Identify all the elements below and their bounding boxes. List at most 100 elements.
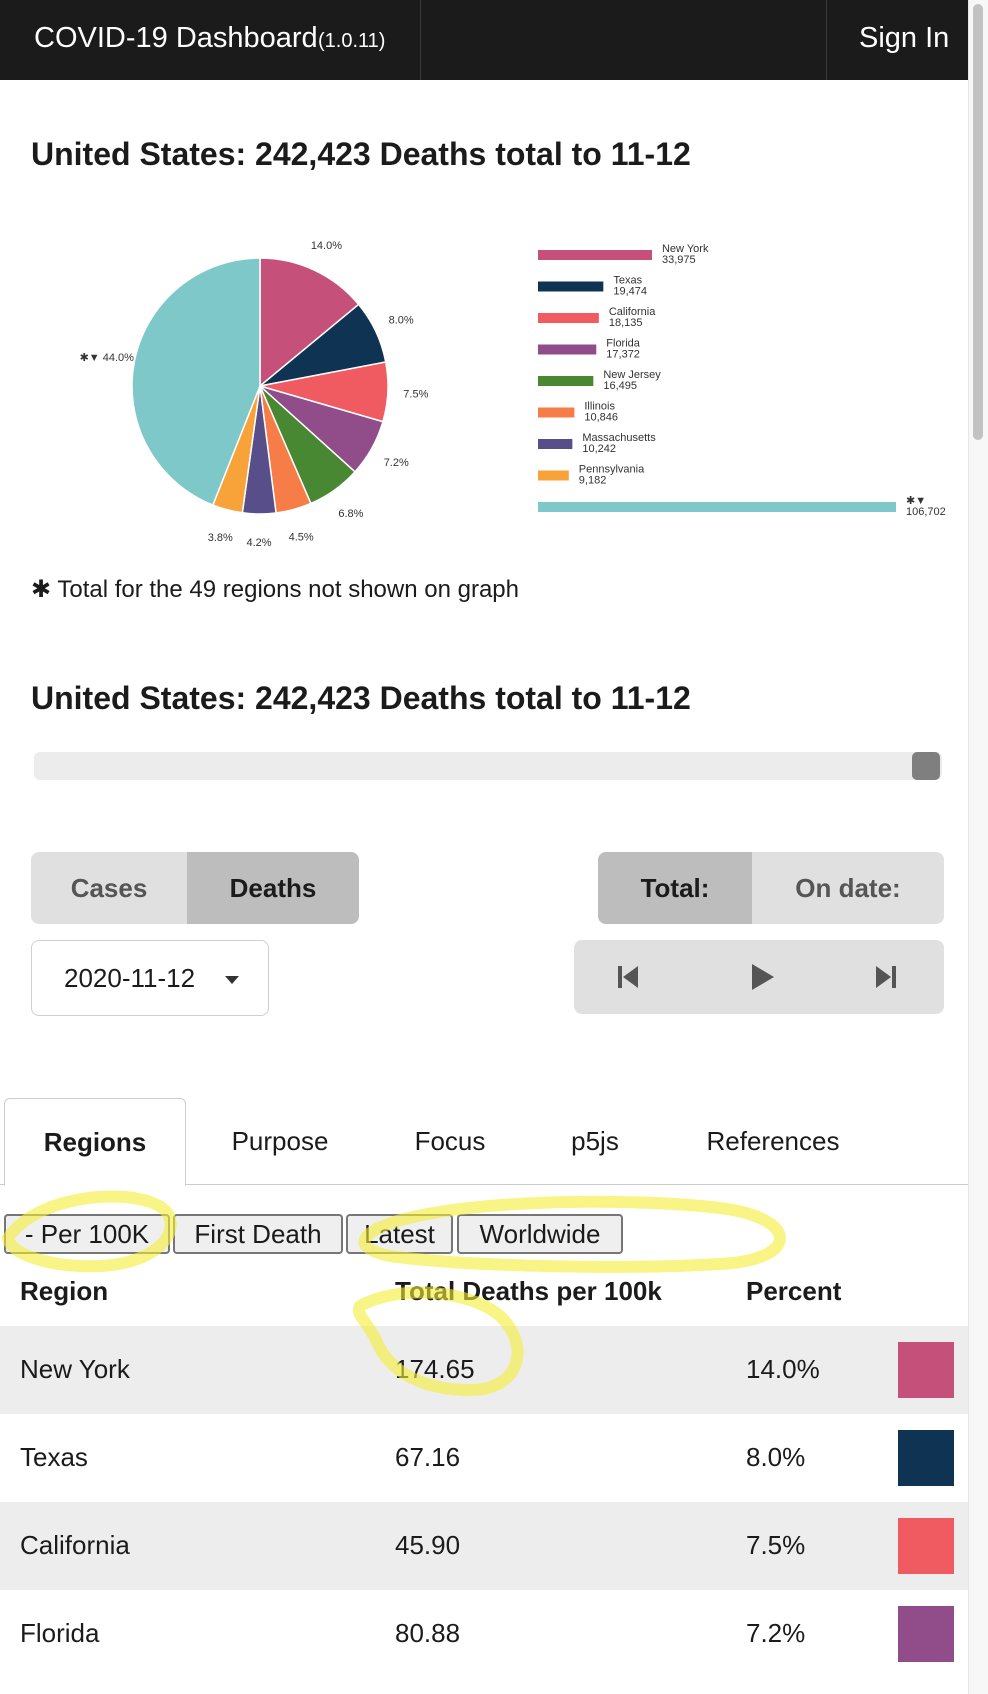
bar-value-label: 19,474 (613, 286, 647, 298)
skip-back-icon (618, 966, 638, 988)
bar-value-label: 16,495 (603, 380, 637, 392)
bar (538, 470, 569, 481)
bar-value-label: 9,182 (579, 475, 607, 487)
pie-slice (259, 257, 360, 388)
date-slider[interactable] (34, 752, 942, 780)
table-row[interactable]: Florida 80.88 7.2% (0, 1590, 968, 1678)
total-toggle[interactable]: Total: (598, 852, 752, 924)
date-select[interactable]: 2020-11-12 (31, 940, 269, 1016)
skip-forward-icon (876, 966, 896, 988)
bar (538, 281, 604, 292)
pie-slice-label: 8.0% (389, 315, 414, 327)
tab-purpose[interactable]: Purpose (231, 1125, 329, 1156)
deaths-per-100k-cell: 80.88 (395, 1618, 461, 1648)
column-header-percent[interactable]: Percent (746, 1276, 842, 1306)
metric-toggle: Cases Deaths (31, 852, 359, 924)
scrollbar-thumb[interactable] (973, 4, 983, 440)
timeline-heading: United States: 242,423 Deaths total to 1… (31, 680, 691, 716)
color-swatch (898, 1342, 954, 1398)
play-icon (752, 964, 774, 990)
page-scrollbar[interactable] (968, 0, 988, 1694)
play-button[interactable] (697, 940, 820, 1014)
pie-slice-label: 4.2% (246, 537, 271, 549)
region-cell: New York (20, 1354, 130, 1384)
skip-forward-button[interactable] (820, 940, 943, 1014)
app-brand[interactable]: COVID-19 Dashboard (1.0.11) (0, 0, 421, 80)
app-title: COVID-19 Dashboard (34, 22, 318, 54)
pie-chart: 14.0% 8.0% 7.5% 7.2% 6.8% 4.5% 4.2% 3.8% ✱▼ 44.0… (40, 220, 500, 550)
chevron-down-icon (225, 976, 239, 984)
pie-slice (131, 257, 261, 506)
skip-back-button[interactable] (574, 940, 697, 1014)
pie-slice-label: 4.5% (289, 531, 314, 543)
tab-regions[interactable]: Regions (4, 1098, 186, 1186)
on-date-toggle[interactable]: On date: (795, 872, 901, 903)
sign-in-label: Sign In (859, 22, 950, 54)
pie-chart-svg: 14.0% 8.0% 7.5% 7.2% 6.8% 4.5% 4.2% 3.8% ✱▼ 44.0… (80, 240, 429, 549)
playback-controls (574, 940, 944, 1014)
pie-slice-label: 3.8% (208, 532, 233, 544)
bar-value-label: 33,975 (662, 254, 696, 266)
deaths-per-100k-cell: 67.16 (395, 1442, 461, 1472)
bar-category-label: ✱▼ (906, 495, 926, 507)
pie-slice-label: 7.5% (403, 388, 428, 400)
bar (538, 439, 573, 449)
color-swatch (898, 1430, 954, 1486)
bar (538, 407, 575, 418)
latest-button[interactable]: Latest (346, 1214, 453, 1254)
pie-slice-label: ✱▼ 44.0% (80, 352, 135, 364)
pie-slice-label: 7.2% (384, 457, 409, 469)
scope-toggle: Total: On date: (598, 852, 944, 924)
bar (538, 376, 594, 386)
table-row[interactable]: California 45.90 7.5% (0, 1502, 968, 1590)
bar (538, 250, 652, 260)
deaths-per-100k-cell: 174.65 (395, 1354, 475, 1384)
pie-slice-label: 14.0% (311, 240, 342, 252)
date-select-value: 2020-11-12 (64, 963, 196, 993)
percent-cell: 8.0% (746, 1442, 806, 1472)
chart-footnote: ✱ Total for the 49 regions not shown on … (31, 576, 519, 603)
bar-category-label: California (609, 306, 656, 318)
bar-value-label: 10,846 (584, 412, 618, 424)
cases-toggle[interactable]: Cases (70, 872, 148, 903)
deaths-toggle[interactable]: Deaths (187, 852, 359, 924)
region-cell: Florida (20, 1618, 100, 1648)
percent-cell: 7.2% (746, 1618, 806, 1648)
bar-value-label: 17,372 (606, 349, 640, 361)
date-slider-handle[interactable] (912, 752, 940, 780)
bar-value-label: 106,702 (906, 506, 946, 518)
table-row[interactable]: New York 174.65 14.0% (0, 1326, 968, 1414)
per-100k-button[interactable]: - Per 100K (4, 1214, 170, 1254)
bar-category-label: Pennsylvania (579, 464, 645, 476)
pie-slice-label: 6.8% (338, 508, 363, 520)
bar (538, 344, 597, 355)
percent-cell: 14.0% (746, 1354, 820, 1384)
bar-category-label: Massachusetts (582, 432, 656, 444)
column-header-deaths-per-100k[interactable]: Total Deaths per 100k (395, 1276, 662, 1306)
bar-category-label: Texas (613, 275, 642, 287)
pie-chart-heading: United States: 242,423 Deaths total to 1… (31, 136, 691, 172)
bar-category-label: New Jersey (603, 369, 661, 381)
table-row[interactable]: Texas 67.16 8.0% (0, 1414, 968, 1502)
deaths-per-100k-cell: 45.90 (395, 1530, 461, 1560)
color-swatch (898, 1606, 954, 1662)
tab-p5js[interactable]: p5js (571, 1125, 619, 1156)
tab-references[interactable]: References (706, 1125, 840, 1156)
bar-category-label: Illinois (584, 401, 615, 413)
sign-in-button[interactable]: Sign In (826, 0, 969, 80)
worldwide-button[interactable]: Worldwide (457, 1214, 623, 1254)
region-cell: Texas (20, 1442, 88, 1472)
tab-focus[interactable]: Focus (414, 1125, 486, 1156)
bar-category-label: New York (662, 243, 709, 255)
first-death-button[interactable]: First Death (173, 1214, 343, 1254)
info-tabs: Regions Purpose Focus p5js References (0, 1098, 968, 1186)
bar-value-label: 10,242 (582, 443, 616, 455)
app-version: (1.0.11) (318, 30, 386, 52)
column-header-region[interactable]: Region (20, 1276, 109, 1306)
bar-value-label: 18,135 (609, 317, 643, 329)
top-navbar: COVID-19 Dashboard (1.0.11) Sign In (0, 0, 968, 80)
percent-cell: 7.5% (746, 1530, 806, 1560)
region-cell: California (20, 1530, 130, 1560)
bar (538, 502, 896, 512)
